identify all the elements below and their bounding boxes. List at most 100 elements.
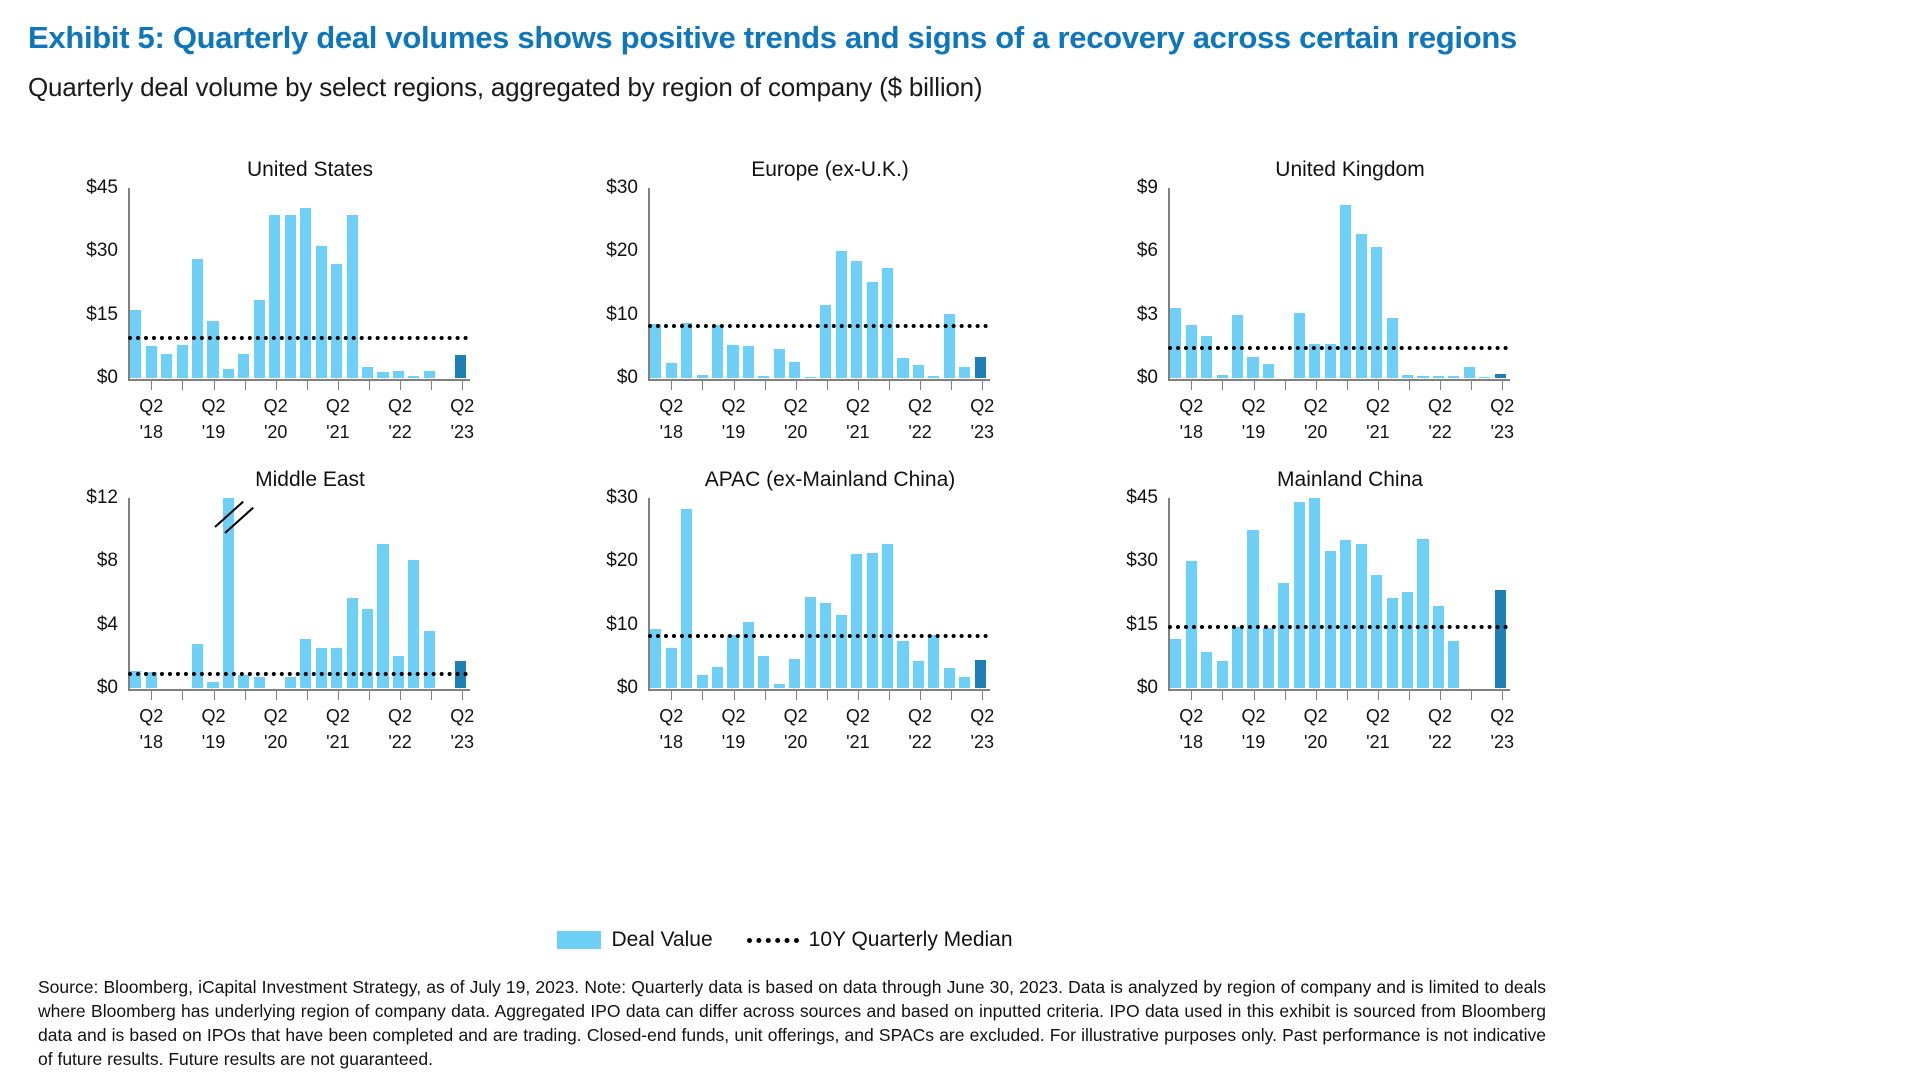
x-axis-line	[1168, 689, 1510, 691]
bar	[1432, 605, 1444, 688]
bar-slot	[1493, 188, 1508, 378]
bar-slot	[725, 188, 740, 378]
bar-slot	[957, 498, 972, 688]
legend-item-deal-value: Deal Value	[557, 928, 713, 952]
bar-slot	[1338, 498, 1353, 688]
x-axis-label-year: '20	[1303, 732, 1328, 752]
bar	[284, 676, 296, 688]
bar-slot	[942, 188, 957, 378]
bar-slot	[298, 188, 313, 378]
plot-area: $0 $10 $20 $30	[606, 487, 988, 698]
bar-slot	[1214, 498, 1229, 688]
bar-slot	[756, 188, 771, 378]
x-axis-tick	[1215, 691, 1231, 700]
x-axis-label-slot	[679, 703, 695, 759]
x-axis-tick	[1230, 381, 1246, 390]
bar	[191, 258, 204, 378]
x-axis-label-quarter: Q2	[1365, 396, 1390, 416]
x-axis-tick	[943, 381, 959, 390]
x-axis-tick	[648, 381, 664, 390]
bar	[851, 261, 863, 378]
bar	[742, 346, 754, 378]
bar-slot	[648, 498, 663, 688]
median-line	[128, 672, 468, 677]
x-axis-label-slot	[928, 703, 944, 759]
bar-series	[128, 498, 468, 688]
x-axis-tick	[1355, 691, 1371, 700]
x-axis-tick	[144, 691, 160, 700]
x-axis-label-slot: Q2'20	[784, 703, 808, 759]
bar	[176, 345, 188, 378]
bar-slot	[159, 188, 174, 378]
x-axis-tick	[1355, 381, 1371, 390]
x-axis-label-year: '18	[659, 422, 684, 442]
x-axis-label-year: '23	[1490, 422, 1514, 442]
x-axis-label-quarter: Q2	[1490, 706, 1515, 726]
bar-slot	[1462, 498, 1477, 688]
x-axis-label-slot: Q2'18	[659, 703, 683, 759]
x-axis-tick	[175, 381, 191, 390]
bar-slot	[1245, 498, 1260, 688]
x-axis-tick	[1323, 691, 1339, 700]
bar	[742, 621, 754, 688]
x-axis-tick	[315, 381, 331, 390]
bar-slot	[648, 188, 663, 378]
x-axis-tick	[850, 691, 866, 700]
x-axis-label-year: '23	[1490, 732, 1514, 752]
x-axis-label-year: '23	[970, 732, 994, 752]
bar-highlighted	[454, 354, 466, 378]
bar-highlighted	[974, 659, 986, 688]
bar-slot	[143, 188, 158, 378]
bar	[1386, 598, 1398, 688]
x-axis-label-slot	[408, 703, 424, 759]
x-axis-tick	[439, 691, 455, 700]
x-axis-label-slot	[819, 393, 835, 449]
bar-slot	[1384, 498, 1399, 688]
bar	[681, 322, 693, 378]
x-axis-tick	[377, 381, 393, 390]
x-axis-label-year: '22	[388, 422, 412, 442]
chart-panel: United Kingdom $0 $3 $6 $9 Q2'18 Q2'19 Q2'20 Q2 '…	[1060, 150, 1580, 450]
bar	[665, 362, 677, 378]
bar-slot	[221, 188, 236, 378]
bar-slot	[128, 498, 143, 688]
x-axis-label-year: '22	[1428, 422, 1452, 442]
bar	[1463, 367, 1475, 378]
bar-slot	[344, 498, 359, 688]
bar	[1262, 364, 1274, 378]
bar-slot	[787, 498, 802, 688]
x-axis-tick	[175, 691, 191, 700]
bar	[222, 498, 234, 688]
bar	[804, 596, 816, 688]
x-axis-tick	[361, 381, 377, 390]
bar-slot	[864, 188, 879, 378]
bar-slot	[128, 188, 143, 378]
plot-area: $0 $15 $30 $45	[1126, 487, 1508, 698]
x-axis-label-quarter: Q2	[201, 396, 226, 416]
x-axis-label-quarter: Q2	[1428, 706, 1453, 726]
median-line	[1168, 624, 1508, 629]
bar-slot	[406, 188, 421, 378]
x-axis-label-slot	[695, 393, 711, 449]
y-axis-tick-label: $10	[606, 613, 638, 635]
x-axis-label-quarter: Q2	[388, 706, 413, 726]
x-axis-label-slot	[1463, 393, 1479, 449]
x-axis-label-slot: Q2'23	[1490, 703, 1514, 759]
bar	[943, 668, 955, 688]
y-axis-tick-label: $20	[606, 550, 638, 572]
chart-title: Europe (ex-U.K.)	[751, 158, 909, 181]
bar	[1201, 651, 1213, 688]
bar-slot	[453, 498, 468, 688]
x-axis-label-slot	[299, 393, 315, 449]
bar	[408, 559, 420, 688]
x-axis-label-quarter: Q2	[139, 706, 164, 726]
y-axis-line	[128, 188, 130, 380]
x-axis-tick	[1401, 381, 1417, 390]
x-axis-tick	[726, 691, 742, 700]
bar-slot	[329, 498, 344, 688]
bar	[253, 676, 265, 688]
bar	[1231, 626, 1244, 688]
bar-slot	[329, 188, 344, 378]
bar	[207, 681, 219, 688]
bar-slot	[391, 498, 406, 688]
